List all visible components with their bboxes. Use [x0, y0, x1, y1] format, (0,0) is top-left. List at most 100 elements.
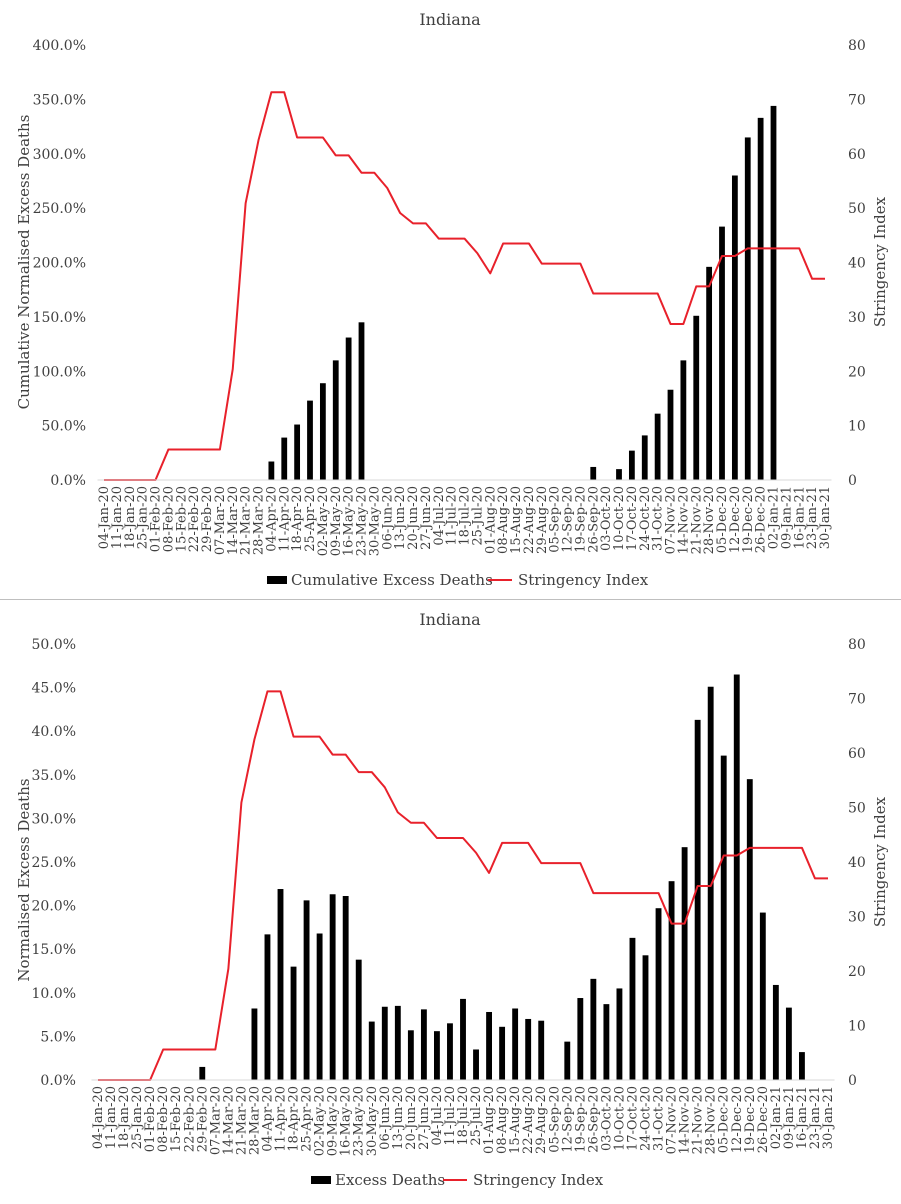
- bar: [798, 1052, 805, 1080]
- bar: [707, 686, 714, 1080]
- x-tick-label: 19-Sep-20: [573, 1086, 588, 1153]
- x-tick-label: 06-Jun-20: [380, 486, 395, 550]
- x-tick-label: 04-Jan-20: [91, 1086, 106, 1149]
- x-tick-label: 02-May-20: [313, 1086, 328, 1156]
- y-tick-label: 35.0%: [32, 768, 76, 784]
- y-axis-label: Cumulative Normalised Excess Deaths: [15, 115, 33, 410]
- x-tick-label: 28-Mar-20: [247, 1086, 262, 1155]
- x-tick-label: 16-May-20: [342, 486, 357, 556]
- y2-tick-label: 20: [848, 364, 866, 380]
- x-tick-label: 25-Jan-20: [130, 1086, 145, 1149]
- x-tick-label: 06-Jun-20: [378, 1086, 393, 1150]
- bar: [720, 755, 727, 1080]
- x-tick-label: 04-Apr-20: [260, 1086, 275, 1152]
- x-tick-label: 21-Nov-20: [689, 486, 704, 554]
- bar: [486, 1011, 493, 1080]
- y-tick-label: 200.0%: [33, 256, 86, 272]
- bar: [394, 1005, 401, 1080]
- x-tick-label: 04-Jan-20: [97, 486, 112, 549]
- x-tick-label: 05-Dec-20: [715, 486, 730, 553]
- x-tick-label: 02-Jan-21: [767, 486, 782, 549]
- x-tick-label: 10-Oct-20: [612, 486, 627, 551]
- y-tick-label: 150.0%: [33, 310, 86, 326]
- x-tick-label: 30-May-20: [365, 1086, 380, 1156]
- x-tick-label: 16-May-20: [339, 1086, 354, 1156]
- y2-tick-label: 0: [848, 1073, 857, 1089]
- x-tick-label: 21-Mar-20: [239, 486, 254, 555]
- legend: Excess Deaths Stringency Index: [311, 1171, 604, 1189]
- cumulative-excess-deaths-chart: Indiana Cumulative Normalised Excess Dea…: [0, 0, 901, 600]
- x-tick-label: 30-Jan-21: [818, 486, 833, 549]
- x-tick-label: 27-Jun-20: [419, 486, 434, 550]
- y2-tick-label: 70: [848, 692, 866, 708]
- bar: [264, 934, 271, 1080]
- x-tick-label: 18-Jul-20: [458, 486, 473, 546]
- x-tick-label: 19-Dec-20: [743, 1086, 758, 1153]
- x-tick-label: 22-Feb-20: [182, 1086, 197, 1152]
- y2-tick-label: 80: [848, 38, 866, 54]
- bar: [345, 337, 352, 480]
- bar: [407, 1030, 414, 1080]
- x-tick-label: 01-Feb-20: [143, 1086, 158, 1152]
- x-tick-label: 16-Jan-21: [792, 486, 807, 549]
- bar: [759, 912, 766, 1080]
- bar: [757, 117, 764, 481]
- x-tick-label: 21-Nov-20: [691, 1086, 706, 1154]
- x-tick-label: 05-Dec-20: [717, 1086, 732, 1153]
- x-tick-label: 03-Oct-20: [599, 1086, 614, 1151]
- bar: [368, 1021, 375, 1080]
- bar: [680, 360, 687, 480]
- x-tick-label: 24-Oct-20: [639, 1086, 654, 1151]
- bar: [616, 469, 622, 480]
- x-tick-label: 13-Jun-20: [393, 486, 408, 550]
- bar: [329, 894, 336, 1080]
- y2-tick-label: 0: [848, 473, 857, 489]
- bar: [719, 226, 725, 480]
- bar: [290, 966, 297, 1080]
- y-tick-label: 250.0%: [33, 201, 86, 217]
- x-tick-label: 23-May-20: [355, 486, 370, 556]
- x-tick-label: 25-Jan-20: [136, 486, 151, 549]
- x-tick-label: 08-Aug-20: [495, 1086, 510, 1154]
- x-tick-label: 11-Jul-20: [445, 486, 460, 546]
- y-tick-label: 350.0%: [33, 92, 86, 108]
- x-tick-label: 26-Sep-20: [586, 1086, 601, 1153]
- bar: [733, 674, 740, 1080]
- bar: [316, 933, 323, 1080]
- x-tick-label: 19-Dec-20: [741, 486, 756, 553]
- y-tick-label: 400.0%: [33, 38, 86, 54]
- x-tick-label: 22-Aug-20: [522, 486, 537, 554]
- bar: [433, 1031, 440, 1080]
- x-tick-label: 11-Apr-20: [277, 486, 292, 552]
- x-tick-label: 30-Jan-21: [821, 1086, 836, 1149]
- y2-tick-label: 30: [848, 910, 866, 926]
- y-tick-label: 0.0%: [50, 473, 86, 489]
- x-tick-label: 22-Aug-20: [521, 1086, 536, 1154]
- y2-tick-label: 20: [848, 964, 866, 980]
- x-tick-label: 27-Jun-20: [417, 1086, 432, 1150]
- bar: [694, 719, 701, 1080]
- x-tick-label: 03-Oct-20: [599, 486, 614, 551]
- x-tick-label: 18-Apr-20: [290, 486, 305, 552]
- bar: [277, 889, 284, 1080]
- x-tick-label: 11-Apr-20: [274, 1086, 289, 1152]
- x-tick-label: 15-Feb-20: [169, 1086, 184, 1152]
- x-tick-label: 09-May-20: [329, 486, 344, 556]
- x-tick-label: 29-Feb-20: [200, 486, 215, 552]
- x-tick-label: 12-Dec-20: [730, 1086, 745, 1153]
- bar: [512, 1008, 519, 1080]
- y2-tick-label: 40: [848, 855, 866, 871]
- bar: [342, 896, 349, 1080]
- bar: [770, 105, 777, 481]
- y-tick-label: 5.0%: [40, 1029, 76, 1045]
- x-tick-label: 14-Mar-20: [221, 1086, 236, 1155]
- bar: [460, 998, 466, 1080]
- y-tick-label: 40.0%: [32, 724, 76, 740]
- legend: Cumulative Excess Deaths Stringency Inde…: [267, 571, 649, 589]
- x-tick-label: 05-Sep-20: [548, 486, 563, 553]
- x-tick-label: 01-Aug-20: [483, 486, 498, 554]
- bar: [281, 437, 288, 480]
- x-tick-label: 15-Aug-20: [508, 1086, 523, 1154]
- x-tick-label: 09-Jan-21: [779, 486, 794, 549]
- y2-tick-label: 40: [848, 256, 866, 272]
